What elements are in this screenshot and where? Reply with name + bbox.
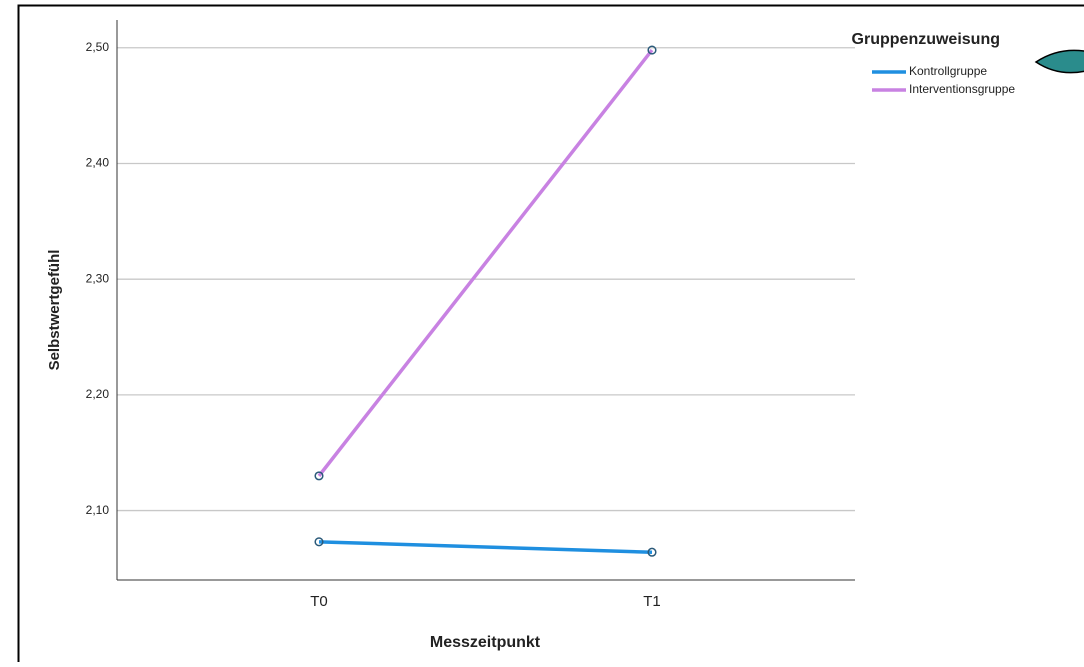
- y-tick-label: 2,50: [86, 40, 110, 54]
- y-tick-label: 2,40: [86, 156, 110, 170]
- x-tick-label: T1: [643, 593, 661, 610]
- y-tick-label: 2,30: [86, 271, 110, 285]
- series-line: [319, 542, 652, 552]
- y-tick-label: 2,10: [86, 503, 110, 517]
- series-line: [319, 50, 652, 476]
- legend-label: Interventionsgruppe: [909, 82, 1015, 96]
- cursor-icon: [1036, 50, 1084, 72]
- legend-label: Kontrollgruppe: [909, 64, 987, 78]
- y-tick-label: 2,20: [86, 387, 110, 401]
- x-axis-label: Messzeitpunkt: [430, 634, 541, 651]
- legend-title: Gruppenzuweisung: [852, 31, 1000, 48]
- frame: [19, 6, 1084, 663]
- x-tick-label: T0: [310, 593, 328, 610]
- y-axis-label: Selbstwertgefühl: [46, 250, 63, 371]
